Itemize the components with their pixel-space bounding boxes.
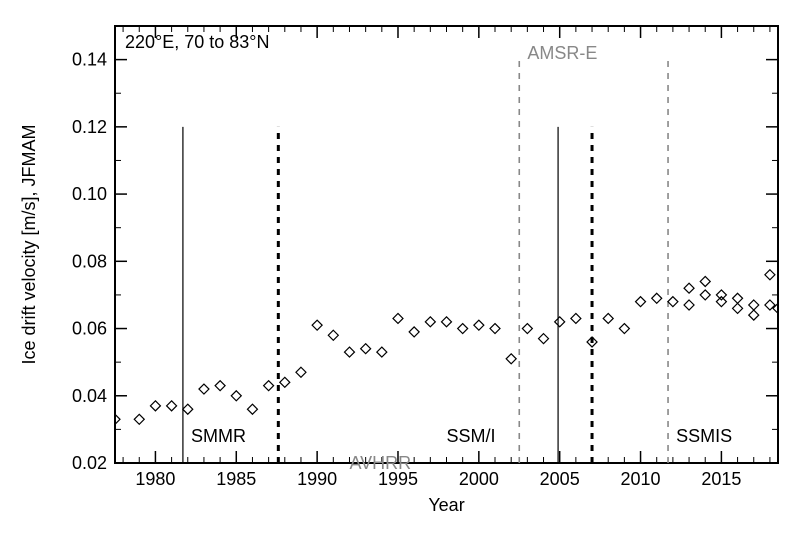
- x-tick-label: 1985: [216, 469, 256, 489]
- data-point: [312, 320, 322, 330]
- data-point: [199, 384, 209, 394]
- data-point: [506, 354, 516, 364]
- data-point: [571, 313, 581, 323]
- data-point: [490, 324, 500, 334]
- data-point: [442, 317, 452, 327]
- data-point: [393, 313, 403, 323]
- data-point: [733, 303, 743, 313]
- data-series-2: [684, 270, 775, 314]
- sensor-label: SSMIS: [676, 426, 732, 446]
- data-point: [474, 320, 484, 330]
- data-point: [264, 381, 274, 391]
- data-point: [328, 330, 338, 340]
- data-point: [668, 297, 678, 307]
- data-point: [652, 293, 662, 303]
- data-point: [296, 367, 306, 377]
- data-series: [134, 290, 775, 424]
- sensor-label: SSM/I: [447, 426, 496, 446]
- data-point: [765, 270, 775, 280]
- data-point: [636, 297, 646, 307]
- x-tick-label: 2000: [459, 469, 499, 489]
- x-tick-label: 1980: [135, 469, 175, 489]
- y-tick-label: 0.02: [72, 453, 107, 473]
- sensor-label: AVHRR: [349, 453, 411, 473]
- data-point: [716, 297, 726, 307]
- data-point: [361, 344, 371, 354]
- data-point: [167, 401, 177, 411]
- region-label: 220°E, 70 to 83°N: [125, 32, 270, 52]
- sensor-label: AMSR-E: [527, 43, 597, 63]
- data-point: [619, 324, 629, 334]
- data-point: [522, 324, 532, 334]
- ice-drift-chart: 198019851990199520002005201020150.020.04…: [0, 0, 800, 534]
- x-tick-label: 2015: [701, 469, 741, 489]
- data-point: [700, 290, 710, 300]
- data-point: [377, 347, 387, 357]
- data-point: [684, 283, 694, 293]
- data-point: [539, 334, 549, 344]
- data-point: [183, 404, 193, 414]
- data-point: [280, 377, 290, 387]
- chart-container: 198019851990199520002005201020150.020.04…: [0, 0, 800, 534]
- data-point: [344, 347, 354, 357]
- y-tick-label: 0.12: [72, 117, 107, 137]
- data-point: [749, 300, 759, 310]
- data-point: [425, 317, 435, 327]
- y-tick-label: 0.04: [72, 386, 107, 406]
- data-point: [716, 290, 726, 300]
- data-point: [215, 381, 225, 391]
- data-point: [150, 401, 160, 411]
- sensor-label: SMMR: [191, 426, 246, 446]
- data-point: [684, 300, 694, 310]
- y-axis-label: Ice drift velocity [m/s], JFMAM: [19, 124, 39, 364]
- data-point: [555, 317, 565, 327]
- data-point: [749, 310, 759, 320]
- data-point: [603, 313, 613, 323]
- x-tick-label: 2005: [540, 469, 580, 489]
- y-tick-label: 0.06: [72, 319, 107, 339]
- data-point: [458, 324, 468, 334]
- data-point: [733, 293, 743, 303]
- x-tick-label: 2010: [621, 469, 661, 489]
- data-point: [134, 414, 144, 424]
- data-point: [247, 404, 257, 414]
- data-point: [700, 276, 710, 286]
- data-point: [231, 391, 241, 401]
- y-tick-label: 0.08: [72, 251, 107, 271]
- x-tick-label: 1990: [297, 469, 337, 489]
- y-tick-label: 0.14: [72, 50, 107, 70]
- data-point: [409, 327, 419, 337]
- plot-border: [115, 26, 778, 463]
- y-tick-label: 0.10: [72, 184, 107, 204]
- x-axis-label: Year: [428, 495, 464, 515]
